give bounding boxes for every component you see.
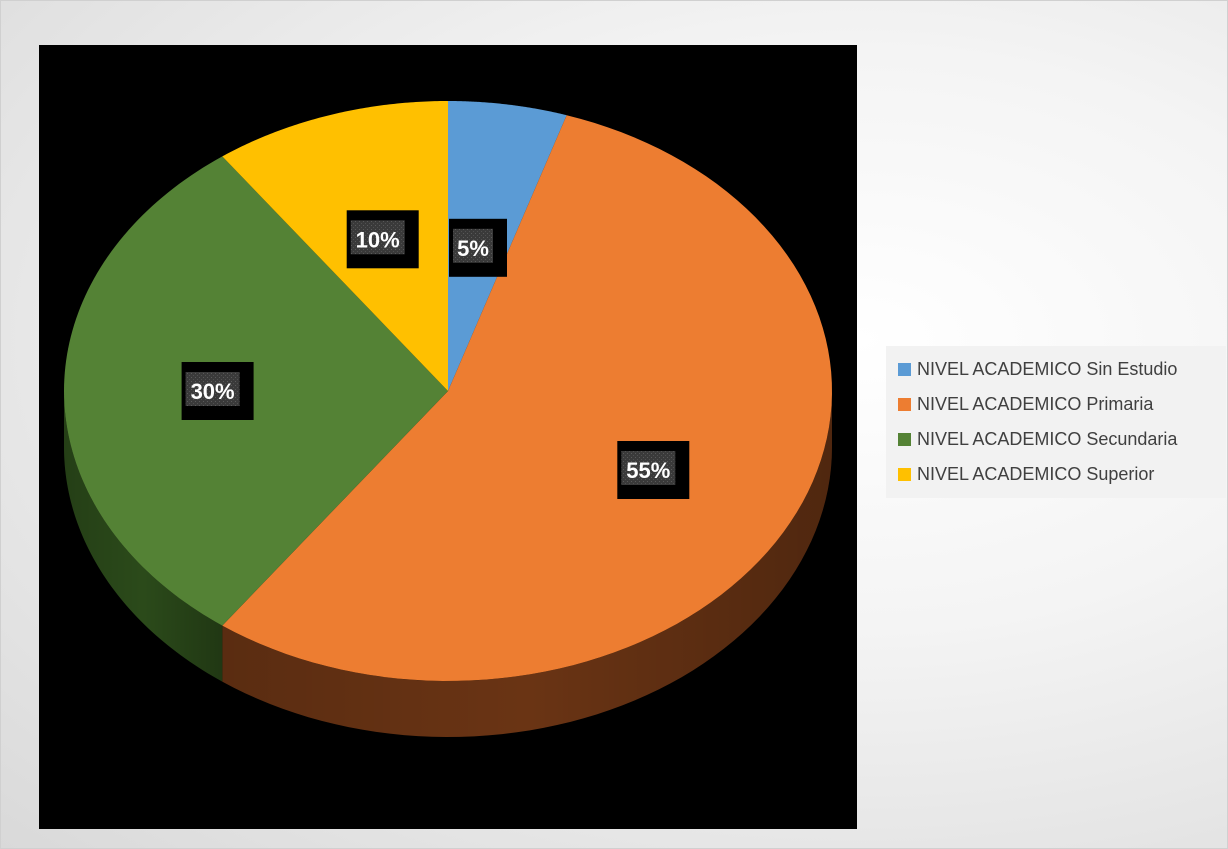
data-label-text-nivel-academico-secundaria: 30% [191,379,235,404]
legend-swatch-secundaria [898,433,911,446]
pie-sides [64,391,833,737]
data-label-background-nivel-academico-superior [350,220,405,255]
data-label-background-nivel-academico-sin-estudio [453,228,493,263]
legend-item-superior: NIVEL ACADEMICO Superior [898,457,1218,492]
legend-swatch-primaria [898,398,911,411]
data-label-nivel-academico-secundaria: 30% [181,362,254,420]
data-label-background-nivel-academico-secundaria [185,372,240,406]
pie-slice-nivel-academico-secundaria[interactable] [64,156,448,626]
data-label-text-nivel-academico-sin-estudio: 5% [457,236,489,261]
legend-swatch-superior [898,468,911,481]
pie-slice-nivel-academico-sin-estudio[interactable] [448,101,567,391]
data-label-text-nivel-academico-primaria: 55% [626,458,670,483]
pie-chart: 5% 55% 30% 10% [64,101,833,737]
legend: NIVEL ACADEMICO Sin Estudio NIVEL ACADEM… [886,346,1226,498]
legend-swatch-sin-estudio [898,363,911,376]
data-label-nivel-academico-sin-estudio: 5% [449,218,507,277]
data-label-nivel-academico-superior: 10% [346,210,419,269]
legend-label-superior: NIVEL ACADEMICO Superior [917,464,1155,484]
pie-slice-nivel-academico-superior[interactable] [222,101,448,391]
legend-label-secundaria: NIVEL ACADEMICO Secundaria [917,429,1178,449]
data-label-text-nivel-academico-superior: 10% [356,227,400,252]
legend-label-primaria: NIVEL ACADEMICO Primaria [917,394,1154,414]
plot-area: 5% 55% 30% 10% [39,45,857,829]
data-label-nivel-academico-primaria: 55% [617,441,690,499]
pie-slices [64,101,832,681]
pie-side-shade-nivel-academico-primaria [222,391,833,737]
legend-item-primaria: NIVEL ACADEMICO Primaria [898,387,1218,422]
legend-item-sin-estudio: NIVEL ACADEMICO Sin Estudio [898,352,1218,387]
legend-label-sin-estudio: NIVEL ACADEMICO Sin Estudio [917,359,1178,379]
data-label-background-nivel-academico-primaria [621,451,676,485]
pie-data-labels: 5% 55% 30% 10% [181,210,690,499]
pie-slice-nivel-academico-primaria[interactable] [222,115,832,681]
legend-item-secundaria: NIVEL ACADEMICO Secundaria [898,422,1218,457]
pie-side-shade-nivel-academico-secundaria [64,391,223,682]
